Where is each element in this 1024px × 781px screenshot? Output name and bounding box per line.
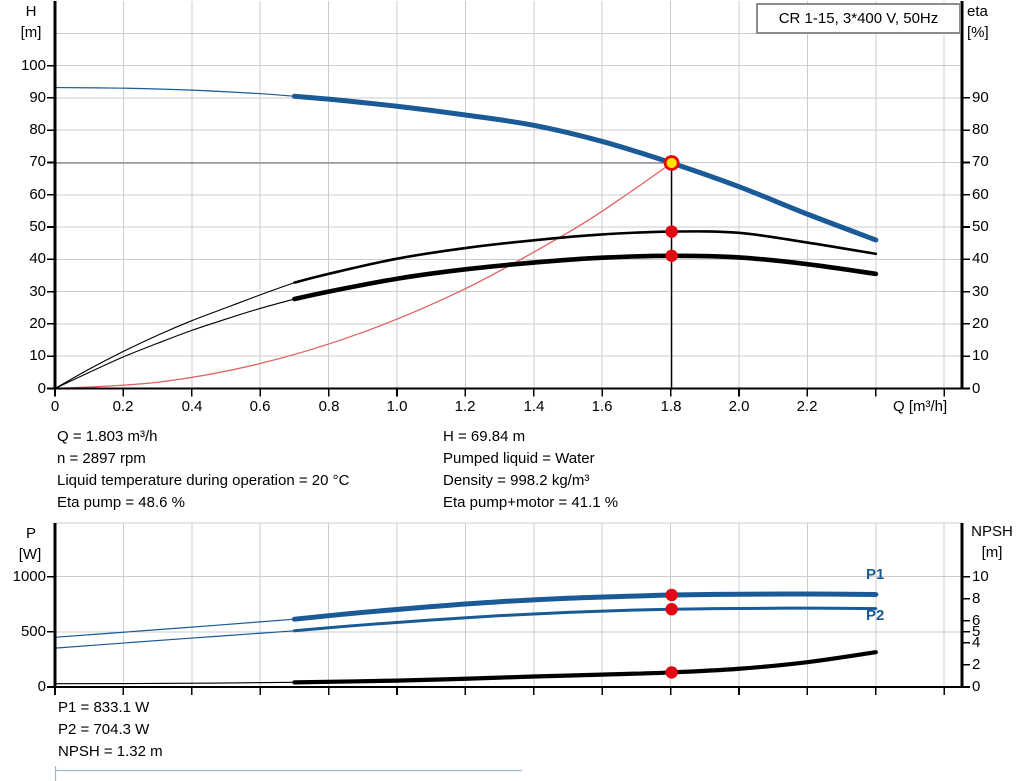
npsh-curve-thin bbox=[54, 681, 295, 685]
p2-curve-label: P2 bbox=[866, 607, 885, 624]
x-tick-label-0: 0 bbox=[50, 398, 60, 415]
x-tick-label-0.2: 0.2 bbox=[112, 398, 134, 415]
eta-pump-motor-marker bbox=[665, 249, 678, 262]
head-curve-thin bbox=[54, 86, 296, 97]
x-tick-label-1.2: 1.2 bbox=[454, 398, 476, 415]
p1-curve-thin bbox=[54, 618, 296, 638]
annotation-line: P1 = 833.1 W bbox=[58, 699, 150, 716]
y-left-label-70: 70 bbox=[29, 153, 46, 170]
duty-point-marker bbox=[663, 155, 680, 171]
p2-curve-thin bbox=[54, 630, 296, 649]
q-axis-label: Q [m³/h] bbox=[893, 398, 948, 415]
y-right-label-0: 0 bbox=[972, 678, 981, 695]
chart-title-box: CR 1-15, 3*400 V, 50Hz bbox=[756, 3, 961, 34]
y-left-label-80: 80 bbox=[29, 121, 46, 138]
x-tick-label-1.6: 1.6 bbox=[591, 398, 613, 415]
npsh-curve bbox=[292, 650, 878, 685]
x-tick-label-0.4: 0.4 bbox=[181, 398, 203, 415]
operating-data-right: H = 69.84 m Pumped liquid = Water Density … bbox=[443, 426, 618, 514]
y-right-label-50: 50 bbox=[972, 218, 989, 235]
annotation-line: n = 2897 rpm bbox=[57, 450, 146, 467]
y-left-label-0: 0 bbox=[37, 380, 46, 397]
y-left-label-10: 10 bbox=[29, 347, 46, 364]
p2-marker bbox=[665, 603, 678, 616]
y-right-label-60: 60 bbox=[972, 186, 989, 203]
y-left-label-500: 500 bbox=[20, 623, 46, 640]
y-left-label-40: 40 bbox=[29, 250, 46, 267]
y-right-label-30: 30 bbox=[972, 283, 989, 300]
y-left-label-90: 90 bbox=[29, 89, 46, 106]
x-tick-label-1.4: 1.4 bbox=[523, 398, 545, 415]
p1-marker bbox=[665, 588, 678, 602]
p-axis-unit: [W] bbox=[18, 546, 42, 563]
y-right-label-40: 40 bbox=[972, 250, 989, 267]
operating-data-bottom: P1 = 833.1 W P2 = 704.3 W NPSH = 1.32 m bbox=[58, 697, 163, 763]
system-curve bbox=[54, 162, 673, 390]
y-right-label-70: 70 bbox=[972, 153, 989, 170]
annotation-line: Liquid temperature during operation = 20… bbox=[57, 472, 350, 489]
p-axis-label: P bbox=[25, 525, 36, 542]
annotation-line: Q = 1.803 m³/h bbox=[57, 428, 158, 445]
eta-pump-curve-thin bbox=[54, 282, 295, 390]
eta-axis-label: eta bbox=[967, 3, 988, 20]
y-left-label-30: 30 bbox=[29, 283, 46, 300]
y-right-label-10: 10 bbox=[972, 347, 989, 364]
y-right-label-90: 90 bbox=[972, 89, 989, 106]
eta-pump-curve bbox=[293, 230, 878, 284]
eta-pump-motor-curve-thin bbox=[54, 298, 295, 390]
annotation-line: NPSH = 1.32 m bbox=[58, 743, 163, 760]
annotation-line: P2 = 704.3 W bbox=[58, 721, 150, 738]
y-right-label-4: 4 bbox=[972, 634, 981, 651]
eta-pump-marker bbox=[665, 225, 678, 238]
annotation-line: Eta pump = 48.6 % bbox=[57, 494, 185, 511]
y-left-label-100: 100 bbox=[20, 57, 46, 74]
h-axis-label: H bbox=[25, 3, 37, 20]
y-left-label-60: 60 bbox=[29, 186, 46, 203]
y-right-label-80: 80 bbox=[972, 121, 989, 138]
y-left-label-0: 0 bbox=[37, 678, 46, 695]
annotation-line: Eta pump+motor = 41.1 % bbox=[443, 494, 619, 511]
y-right-label-5: 5 bbox=[972, 623, 981, 640]
eta-axis-unit: [%] bbox=[967, 24, 989, 41]
y-right-label-8: 8 bbox=[972, 590, 981, 607]
y-right-label-20: 20 bbox=[972, 315, 989, 332]
annotation-line: Pumped liquid = Water bbox=[443, 450, 595, 467]
x-tick-label-1.8: 1.8 bbox=[660, 398, 682, 415]
y-left-label-20: 20 bbox=[29, 315, 46, 332]
h-axis-unit: [m] bbox=[20, 24, 42, 41]
annotation-line: H = 69.84 m bbox=[443, 428, 526, 445]
p2-curve bbox=[292, 606, 878, 633]
chart-title: CR 1-15, 3*400 V, 50Hz bbox=[778, 10, 939, 27]
x-tick-label-2.2: 2.2 bbox=[796, 398, 818, 415]
y-left-label-50: 50 bbox=[29, 218, 46, 235]
y-right-label-2: 2 bbox=[972, 656, 981, 673]
y-right-label-10: 10 bbox=[972, 568, 989, 585]
y-left-label-1000: 1000 bbox=[12, 568, 46, 585]
npsh-axis-unit: [m] bbox=[981, 544, 1003, 561]
y-right-label-0: 0 bbox=[972, 380, 981, 397]
eta-pump-motor-curve bbox=[292, 253, 879, 302]
p1-curve bbox=[291, 591, 879, 622]
x-tick-label-1: 1.0 bbox=[386, 398, 408, 415]
annotation-line: Density = 998.2 kg/m³ bbox=[443, 472, 590, 489]
p1-curve-label: P1 bbox=[866, 566, 885, 583]
npsh-axis-label: NPSH bbox=[971, 523, 1013, 540]
npsh-marker bbox=[665, 666, 678, 679]
x-tick-label-2: 2.0 bbox=[728, 398, 750, 415]
head-curve bbox=[291, 93, 879, 243]
x-tick-label-0.6: 0.6 bbox=[249, 398, 271, 415]
operating-data-left: Q = 1.803 m³/h n = 2897 rpm Liquid tempera… bbox=[57, 426, 349, 514]
y-right-label-6: 6 bbox=[972, 612, 981, 629]
x-tick-label-0.8: 0.8 bbox=[318, 398, 340, 415]
